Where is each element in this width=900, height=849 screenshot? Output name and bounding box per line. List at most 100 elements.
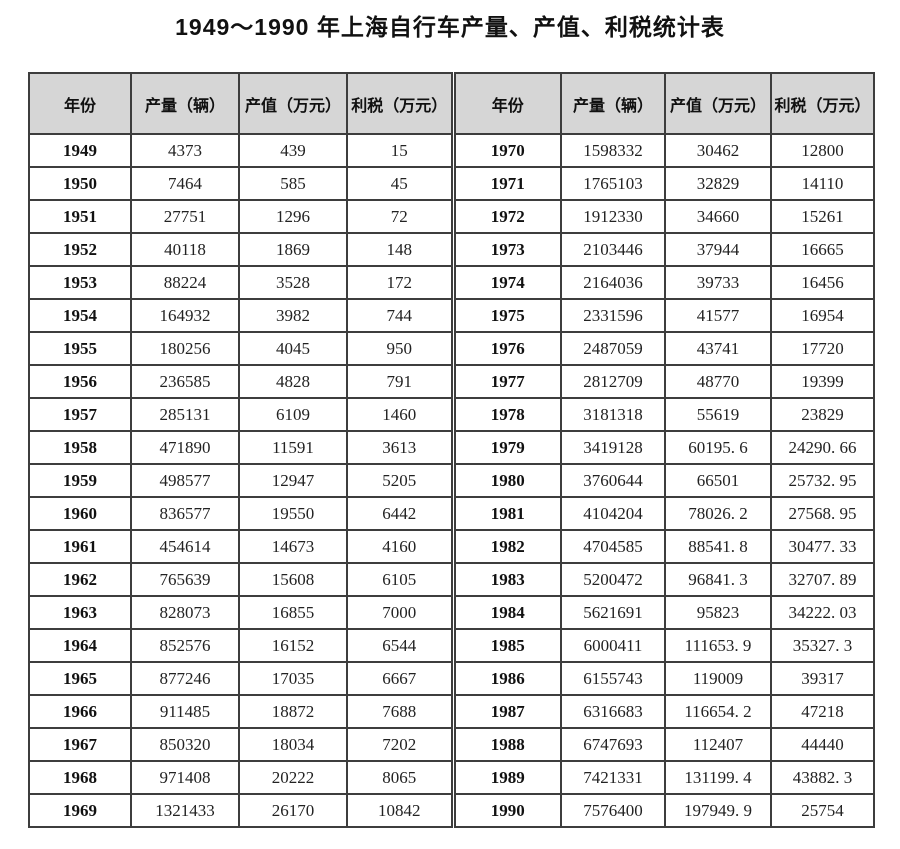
page-title: 1949～1990 年上海自行车产量、产值、利税统计表 (175, 14, 725, 40)
table-row: 1951 27751 1296 72 1972 1912330 34660 15261 (28, 199, 875, 234)
value-cell: 439 (238, 133, 348, 168)
header-output-right: 产量（辆） (560, 72, 666, 135)
value-cell: 3982 (238, 298, 348, 333)
value-cell: 66501 (664, 463, 772, 498)
table-row: 1962 765639 15608 6105 1983 5200472 96841. 3 32… (28, 562, 875, 597)
value-cell: 4828 (238, 364, 348, 399)
year-cell: 1959 (28, 463, 132, 498)
value-cell: 78026. 2 (664, 496, 772, 531)
year-cell: 1976 (450, 331, 562, 366)
value-cell: 6109 (238, 397, 348, 432)
value-cell: 3613 (346, 430, 454, 465)
header-value-right: 产值（万元） (664, 72, 772, 135)
value-cell: 7000 (346, 595, 454, 630)
value-cell: 15261 (770, 199, 875, 234)
year-cell: 1981 (450, 496, 562, 531)
header-profit-tax-right: 利税（万元） (770, 72, 875, 135)
table-row: 1961 454614 14673 4160 1982 4704585 88541. 8 30… (28, 529, 875, 564)
year-cell: 1980 (450, 463, 562, 498)
table-row: 1957 285131 6109 1460 1978 3181318 55619 23829 (28, 397, 875, 432)
table-row: 1955 180256 4045 950 1976 2487059 43741 17720 (28, 331, 875, 366)
value-cell: 6667 (346, 661, 454, 696)
value-cell: 148 (346, 232, 454, 267)
value-cell: 16152 (238, 628, 348, 663)
year-cell: 1975 (450, 298, 562, 333)
value-cell: 285131 (130, 397, 240, 432)
header-profit-tax-left: 利税（万元） (346, 72, 454, 135)
year-cell: 1974 (450, 265, 562, 300)
value-cell: 16954 (770, 298, 875, 333)
value-cell: 911485 (130, 694, 240, 729)
year-cell: 1957 (28, 397, 132, 432)
value-cell: 12800 (770, 133, 875, 168)
year-cell: 1963 (28, 595, 132, 630)
value-cell: 1869 (238, 232, 348, 267)
value-cell: 2487059 (560, 331, 666, 366)
year-cell: 1969 (28, 793, 132, 828)
value-cell: 26170 (238, 793, 348, 828)
year-cell: 1983 (450, 562, 562, 597)
table-row: 1952 40118 1869 148 1973 2103446 37944 16665 (28, 232, 875, 267)
value-cell: 30462 (664, 133, 772, 168)
value-cell: 37944 (664, 232, 772, 267)
value-cell: 1321433 (130, 793, 240, 828)
value-cell: 791 (346, 364, 454, 399)
year-cell: 1978 (450, 397, 562, 432)
value-cell: 2812709 (560, 364, 666, 399)
value-cell: 6544 (346, 628, 454, 663)
value-cell: 40118 (130, 232, 240, 267)
value-cell: 131199. 4 (664, 760, 772, 795)
value-cell: 850320 (130, 727, 240, 762)
value-cell: 14110 (770, 166, 875, 201)
value-cell: 10842 (346, 793, 454, 828)
header-value-left: 产值（万元） (238, 72, 348, 135)
value-cell: 39733 (664, 265, 772, 300)
value-cell: 6155743 (560, 661, 666, 696)
table-row: 1965 877246 17035 6667 1986 6155743 119009 3931… (28, 661, 875, 696)
year-cell: 1958 (28, 430, 132, 465)
year-cell: 1956 (28, 364, 132, 399)
value-cell: 32707. 89 (770, 562, 875, 597)
value-cell: 7576400 (560, 793, 666, 828)
year-cell: 1960 (28, 496, 132, 531)
table-row: 1967 850320 18034 7202 1988 6747693 112407 4444… (28, 727, 875, 762)
value-cell: 25732. 95 (770, 463, 875, 498)
year-cell: 1986 (450, 661, 562, 696)
year-cell: 1979 (450, 430, 562, 465)
value-cell: 4104204 (560, 496, 666, 531)
year-cell: 1954 (28, 298, 132, 333)
table-row: 1963 828073 16855 7000 1984 5621691 95823 34222… (28, 595, 875, 630)
value-cell: 971408 (130, 760, 240, 795)
value-cell: 454614 (130, 529, 240, 564)
value-cell: 96841. 3 (664, 562, 772, 597)
header-year-right: 年份 (450, 72, 562, 135)
value-cell: 23829 (770, 397, 875, 432)
value-cell: 116654. 2 (664, 694, 772, 729)
value-cell: 34222. 03 (770, 595, 875, 630)
value-cell: 197949. 9 (664, 793, 772, 828)
value-cell: 6316683 (560, 694, 666, 729)
value-cell: 18034 (238, 727, 348, 762)
year-cell: 1955 (28, 331, 132, 366)
value-cell: 6442 (346, 496, 454, 531)
table-row: 1954 164932 3982 744 1975 2331596 41577 16954 (28, 298, 875, 333)
value-cell: 34660 (664, 199, 772, 234)
value-cell: 950 (346, 331, 454, 366)
value-cell: 72 (346, 199, 454, 234)
table-header: 年份 产量（辆） 产值（万元） 利税（万元） 年份 产量（辆） 产值（万元） 利… (28, 72, 875, 135)
year-cell: 1962 (28, 562, 132, 597)
value-cell: 5621691 (560, 595, 666, 630)
year-cell: 1964 (28, 628, 132, 663)
value-cell: 47218 (770, 694, 875, 729)
year-cell: 1967 (28, 727, 132, 762)
header-row: 年份 产量（辆） 产值（万元） 利税（万元） 年份 产量（辆） 产值（万元） 利… (28, 72, 875, 135)
value-cell: 1598332 (560, 133, 666, 168)
value-cell: 3760644 (560, 463, 666, 498)
header-output-left: 产量（辆） (130, 72, 240, 135)
value-cell: 1912330 (560, 199, 666, 234)
year-cell: 1950 (28, 166, 132, 201)
table-body: 1949 4373 439 15 1970 1598332 30462 12800 1950 74… (28, 133, 875, 828)
table-row: 1958 471890 11591 3613 1979 3419128 60195. 6 24… (28, 430, 875, 465)
